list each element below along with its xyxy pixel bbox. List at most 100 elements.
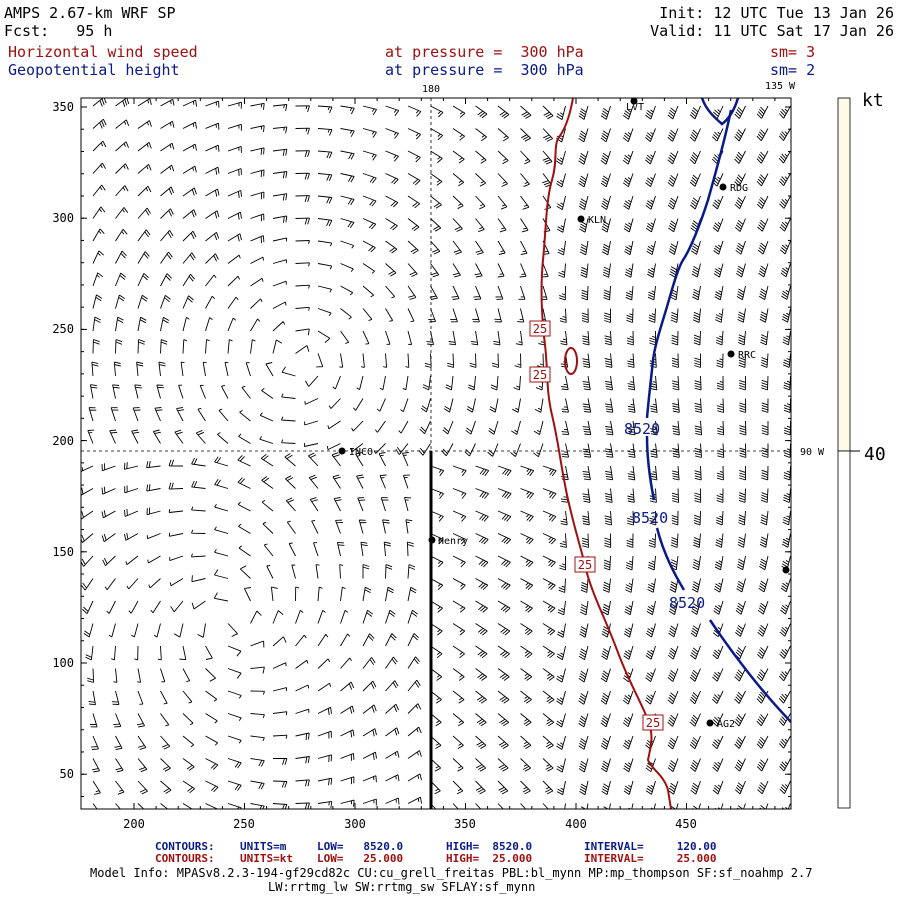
wind-barb <box>600 735 611 750</box>
wind-barb <box>625 803 634 809</box>
wind-barb <box>623 758 634 773</box>
wind-barb <box>262 521 274 534</box>
wind-barb <box>87 668 95 683</box>
wind-barb <box>760 510 769 526</box>
wind-barb <box>556 758 566 773</box>
wind-barb <box>626 510 635 526</box>
wind-barb <box>385 797 400 805</box>
wind-barb <box>669 578 679 593</box>
wind-barb <box>402 375 409 391</box>
wind-barb <box>182 295 194 309</box>
wind-barb <box>542 173 552 188</box>
wind-barb <box>734 105 746 119</box>
wind-barb <box>497 600 511 613</box>
wind-barb <box>353 398 364 411</box>
wind-barb <box>295 634 307 647</box>
wind-barb <box>157 645 162 661</box>
wind-barb <box>781 285 791 300</box>
wind-barb <box>285 497 296 512</box>
wind-barb <box>407 726 422 737</box>
wind-barb <box>452 758 464 772</box>
wind-barb <box>738 510 746 526</box>
wind-barb <box>689 735 701 750</box>
wind-barb <box>295 708 310 714</box>
wind-barb <box>428 308 437 323</box>
wind-barb <box>782 510 791 526</box>
wind-barb <box>734 645 746 660</box>
wind-barb <box>519 263 527 278</box>
wind-barb <box>561 465 569 481</box>
wind-barb <box>81 533 94 543</box>
wind-barb <box>136 713 145 728</box>
wind-barb <box>497 195 508 210</box>
wind-barb <box>520 218 529 233</box>
wind-barb <box>626 533 634 548</box>
wind-barb <box>351 420 364 432</box>
wind-barb <box>137 142 152 152</box>
wind-barb <box>605 420 614 436</box>
wind-barb <box>778 173 791 187</box>
wind-barb <box>622 150 634 165</box>
wind-barb <box>714 555 724 571</box>
height-label: 8520 <box>632 509 668 527</box>
wind-barb <box>781 533 791 548</box>
wind-barb <box>218 408 229 422</box>
wind-barb <box>182 121 197 129</box>
wind-barb <box>783 420 791 436</box>
wind-barb <box>466 398 476 413</box>
wind-barb <box>734 150 746 164</box>
wind-barb <box>542 735 554 749</box>
wind-barb <box>779 623 791 637</box>
wind-barb <box>250 256 264 264</box>
wind-barb <box>669 263 679 278</box>
wind-barb <box>237 477 251 489</box>
wind-barb <box>291 564 296 579</box>
wind-barb <box>137 690 144 705</box>
wind-barb <box>92 294 103 309</box>
wind-barb <box>469 353 477 368</box>
plot-frame <box>80 97 792 810</box>
wind-barb <box>757 780 769 795</box>
wind-barb <box>647 263 656 278</box>
wind-barb <box>317 634 329 647</box>
wind-barb <box>605 398 614 413</box>
wind-barb <box>227 339 233 354</box>
wind-barb <box>92 118 107 129</box>
wind-barb <box>182 758 195 771</box>
wind-barb <box>227 168 242 176</box>
wind-barb <box>137 316 147 332</box>
wind-barb <box>667 173 679 187</box>
wind-barb <box>182 735 195 748</box>
wind-barb <box>239 565 251 579</box>
wind-barb <box>295 586 300 602</box>
wind-barb <box>160 316 170 332</box>
wind-barb <box>227 275 241 287</box>
wind-barb <box>407 285 417 300</box>
wind-barb <box>650 398 658 413</box>
wind-barb <box>250 803 265 809</box>
wind-barb <box>735 600 746 615</box>
svg-text:350: 350 <box>52 100 74 114</box>
wind-barb <box>645 690 656 705</box>
wind-barb <box>739 420 747 436</box>
wind-barb <box>783 353 791 368</box>
wind-barb <box>362 775 377 783</box>
wind-barb <box>261 476 274 489</box>
speed-label: 25 <box>646 716 660 730</box>
wind-barb <box>272 104 288 111</box>
wind-barb <box>227 735 242 744</box>
wind-barb <box>332 474 341 489</box>
wind-barb <box>362 609 373 624</box>
wind-barb <box>272 711 288 716</box>
wind-barb <box>205 274 217 287</box>
wind-barb <box>716 488 724 503</box>
wind-barb <box>160 668 166 683</box>
wind-barb <box>261 499 274 512</box>
wind-barb <box>756 173 769 187</box>
wind-barb <box>536 353 544 368</box>
wind-barb <box>227 690 242 699</box>
wind-barb <box>385 680 399 692</box>
wind-barb <box>778 668 791 682</box>
wind-barb <box>91 361 99 377</box>
wind-barb <box>561 420 570 436</box>
